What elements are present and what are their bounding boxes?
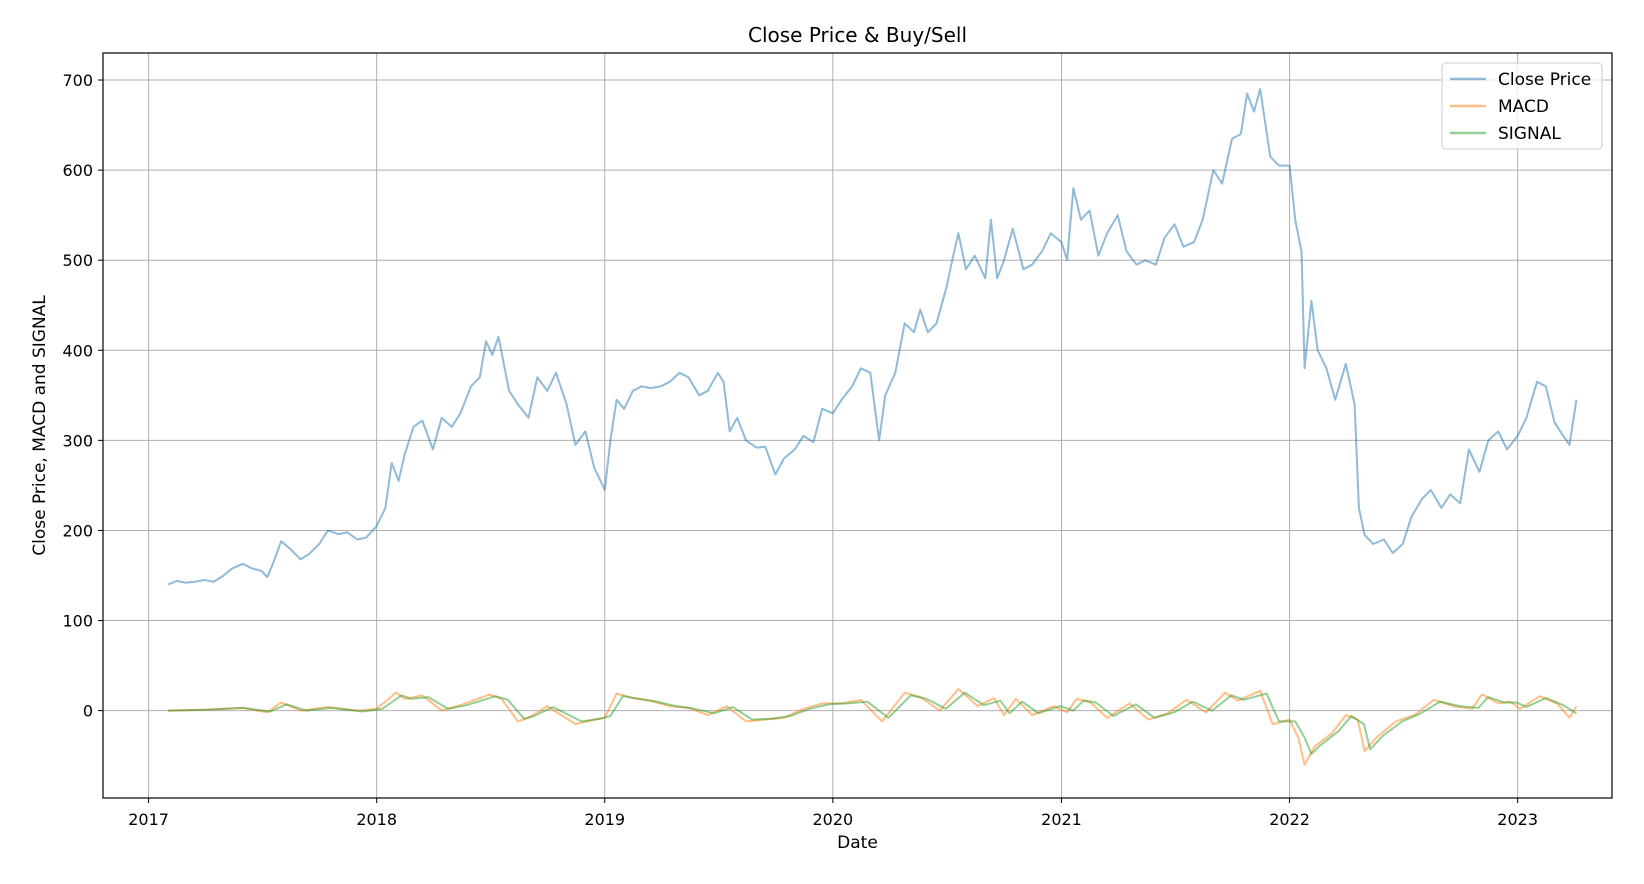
x-tick-label: 2017 <box>128 810 169 829</box>
grid <box>103 53 1612 798</box>
y-axis-title: Close Price, MACD and SIGNAL <box>30 295 50 556</box>
legend-label: Close Price <box>1498 70 1591 90</box>
axis-ticks: 2017 2018 2019 2020 2021 2022 2023 0 100 200 300 40… <box>62 71 1538 829</box>
y-tick-label: 300 <box>62 431 93 450</box>
y-tick-label: 400 <box>62 341 93 360</box>
y-tick-label: 0 <box>83 702 93 721</box>
y-tick-label: 600 <box>62 161 93 180</box>
series-line-close-price <box>167 88 1578 586</box>
x-tick-label: 2023 <box>1497 810 1538 829</box>
y-tick-label: 100 <box>62 612 93 631</box>
legend-label: MACD <box>1498 97 1549 117</box>
legend-box <box>1441 62 1603 150</box>
x-axis-title: Date <box>837 833 878 853</box>
x-tick-label: 2018 <box>356 810 397 829</box>
y-tick-label: 500 <box>62 251 93 270</box>
legend-label: SIGNAL <box>1498 124 1561 144</box>
x-tick-label: 2020 <box>812 810 853 829</box>
x-tick-label: 2021 <box>1041 810 1082 829</box>
series-lines <box>167 88 1578 766</box>
x-tick-label: 2022 <box>1269 810 1310 829</box>
plot-frame <box>102 52 1613 799</box>
y-tick-label: 700 <box>62 71 93 90</box>
chart-title: Close Price & Buy/Sell <box>748 23 967 47</box>
series-line-macd <box>167 688 1578 766</box>
series-line-signal <box>167 691 1577 755</box>
y-tick-label: 200 <box>62 521 93 540</box>
legend: Close Price MACD SIGNAL <box>1441 62 1603 150</box>
x-tick-label: 2019 <box>584 810 625 829</box>
